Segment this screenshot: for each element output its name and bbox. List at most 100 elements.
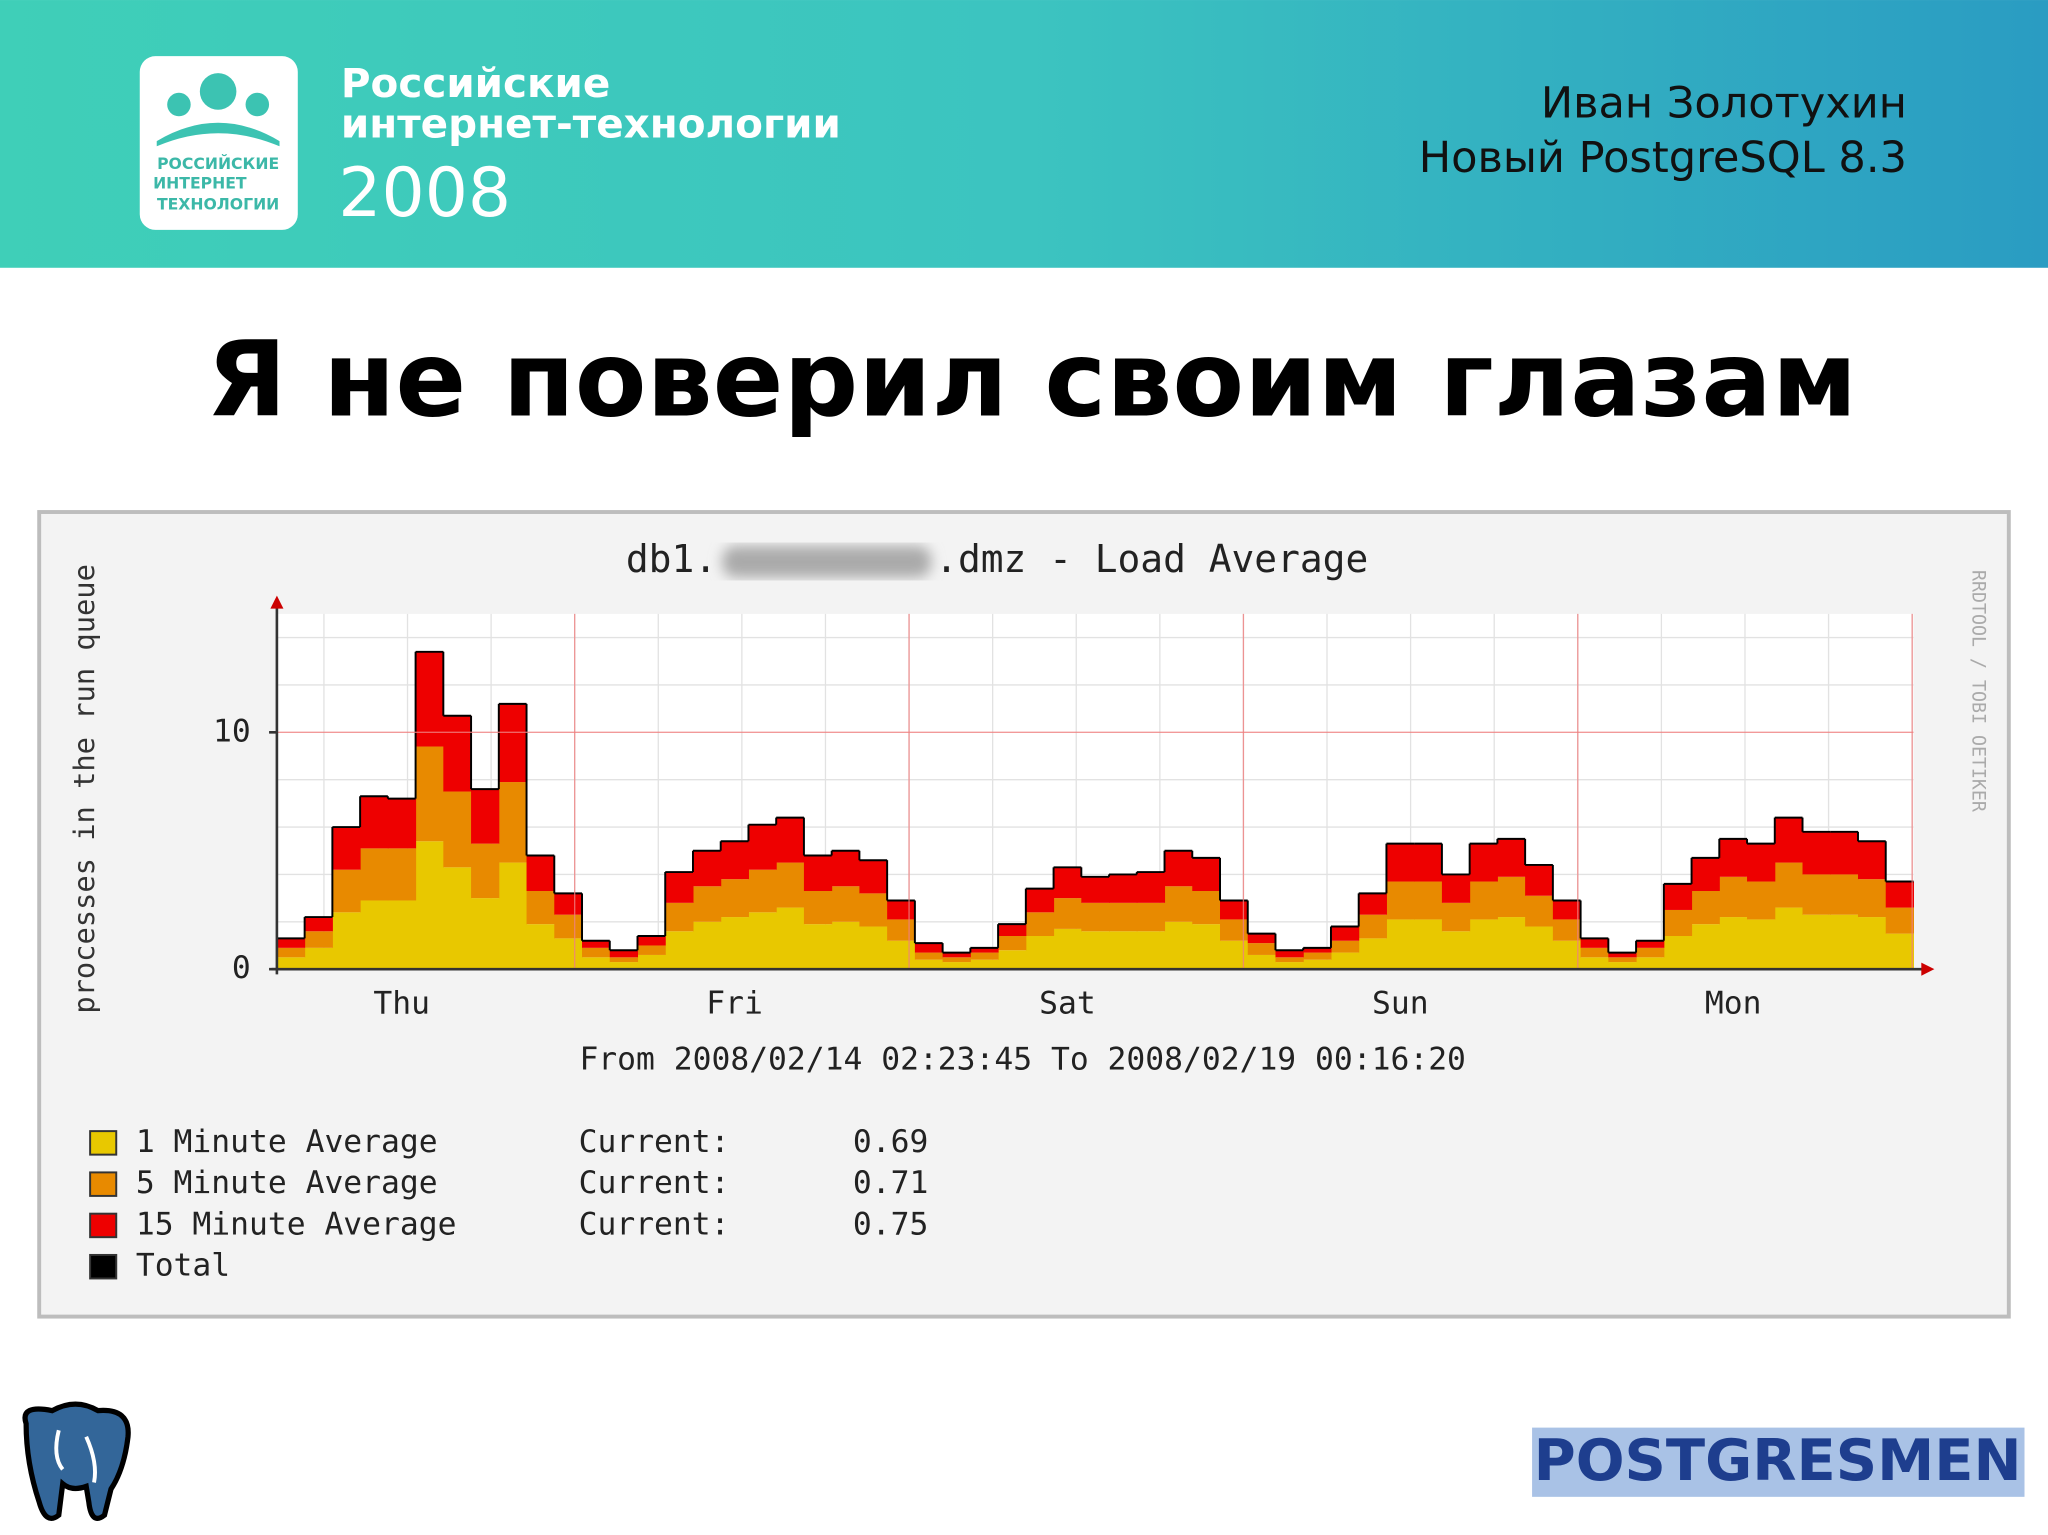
legend-label: 1 Minute Average (136, 1124, 438, 1160)
area-segment (665, 872, 694, 903)
area-segment (637, 936, 666, 946)
area-segment (471, 843, 500, 899)
area-segment (609, 962, 639, 970)
area-segment (859, 860, 888, 894)
area-segment (360, 796, 389, 849)
area-segment (1053, 898, 1082, 929)
area-segment (1497, 917, 1526, 970)
x-tick-label: Sat (1039, 985, 1096, 1021)
legend-current-label: Current: (579, 1206, 730, 1242)
legend-label: 15 Minute Average (136, 1206, 457, 1242)
area-segment (1303, 952, 1332, 960)
header-band (0, 0, 2048, 268)
area-segment (1275, 950, 1304, 958)
area-segment (582, 940, 611, 948)
area-segment (776, 817, 805, 863)
area-segment (859, 893, 888, 927)
area-segment (637, 954, 666, 970)
area-segment (1414, 881, 1443, 920)
area-segment (360, 848, 389, 901)
area-segment (1025, 888, 1055, 913)
y-axis-label: processes in the run queue (67, 564, 101, 1014)
area-segment (1580, 957, 1609, 970)
legend-swatch (89, 1253, 118, 1280)
area-segment (526, 891, 555, 925)
area-segment (1830, 874, 1859, 915)
conference-year: 2008 (338, 154, 511, 233)
area-segment (1857, 917, 1887, 970)
area-segment (1608, 957, 1637, 963)
area-segment (1441, 902, 1471, 932)
area-segment (1774, 862, 1804, 908)
area-segment (748, 869, 777, 913)
area-segment (1747, 881, 1776, 920)
area-segment (748, 824, 777, 870)
area-segment (1885, 933, 1914, 970)
area-segment (1386, 881, 1415, 920)
area-segment (1358, 893, 1387, 915)
area-segment (1663, 909, 1693, 937)
area-segment (776, 862, 805, 908)
area-segment (1136, 902, 1166, 932)
area-segment (387, 798, 417, 849)
area-segment (1774, 817, 1804, 863)
legend-swatch (89, 1171, 118, 1197)
area-segment (1636, 957, 1665, 970)
axis-arrow (1921, 962, 1935, 976)
area-segment (998, 936, 1027, 951)
area-segment (1081, 876, 1110, 903)
legend-swatch (89, 1212, 118, 1239)
chart: 0 10 Thu Fri Sat Sun Mon 1 Minute Average Curren… (89, 595, 1935, 1284)
area-segment (1164, 850, 1193, 887)
area-segment (332, 912, 361, 970)
area-segment (1802, 914, 1831, 970)
area-segment (554, 938, 583, 970)
area-segment (1303, 947, 1332, 953)
logo-text: ИНТЕРНЕТ (153, 174, 247, 193)
area-segment (1691, 924, 1720, 970)
area-segment (498, 862, 528, 970)
area-segment (803, 855, 833, 892)
area-segment (1358, 914, 1387, 939)
conference-name: Российские (341, 59, 610, 107)
area-segment (1358, 938, 1387, 970)
area-segment (1109, 902, 1138, 932)
area-segment (970, 947, 999, 953)
area-segment (692, 850, 722, 887)
area-segment (276, 938, 306, 948)
area-segment (1663, 936, 1693, 970)
area-segment (1663, 883, 1693, 910)
area-segment (1747, 919, 1776, 970)
area-segment (498, 782, 528, 863)
area-segment (526, 924, 555, 970)
area-segment (803, 891, 833, 925)
area-segment (1136, 872, 1166, 903)
area-segment (831, 850, 860, 887)
area-segment (1386, 919, 1415, 970)
area-segment (998, 950, 1027, 970)
area-segment (332, 869, 361, 913)
area-segment (1885, 907, 1914, 934)
area-segment (942, 957, 971, 963)
area-segment (1691, 857, 1720, 892)
area-segment (415, 746, 444, 842)
area-segment (1580, 947, 1609, 958)
area-segment (304, 917, 333, 932)
area-segment (1719, 838, 1748, 877)
area-segment (1441, 931, 1471, 970)
area-segment (831, 886, 860, 922)
area-segment (1830, 831, 1859, 875)
area-segment (1469, 919, 1498, 970)
area-segment (1192, 891, 1221, 925)
legend-current-value: 0.71 (853, 1165, 928, 1201)
legend-label: Total (136, 1248, 230, 1284)
area-segment (887, 900, 916, 920)
area-segment (1109, 931, 1138, 970)
area-segment (498, 703, 528, 783)
area-segment (914, 959, 944, 970)
area-segment (582, 957, 611, 970)
area-segment (1552, 940, 1582, 970)
area-segment (1469, 881, 1498, 920)
